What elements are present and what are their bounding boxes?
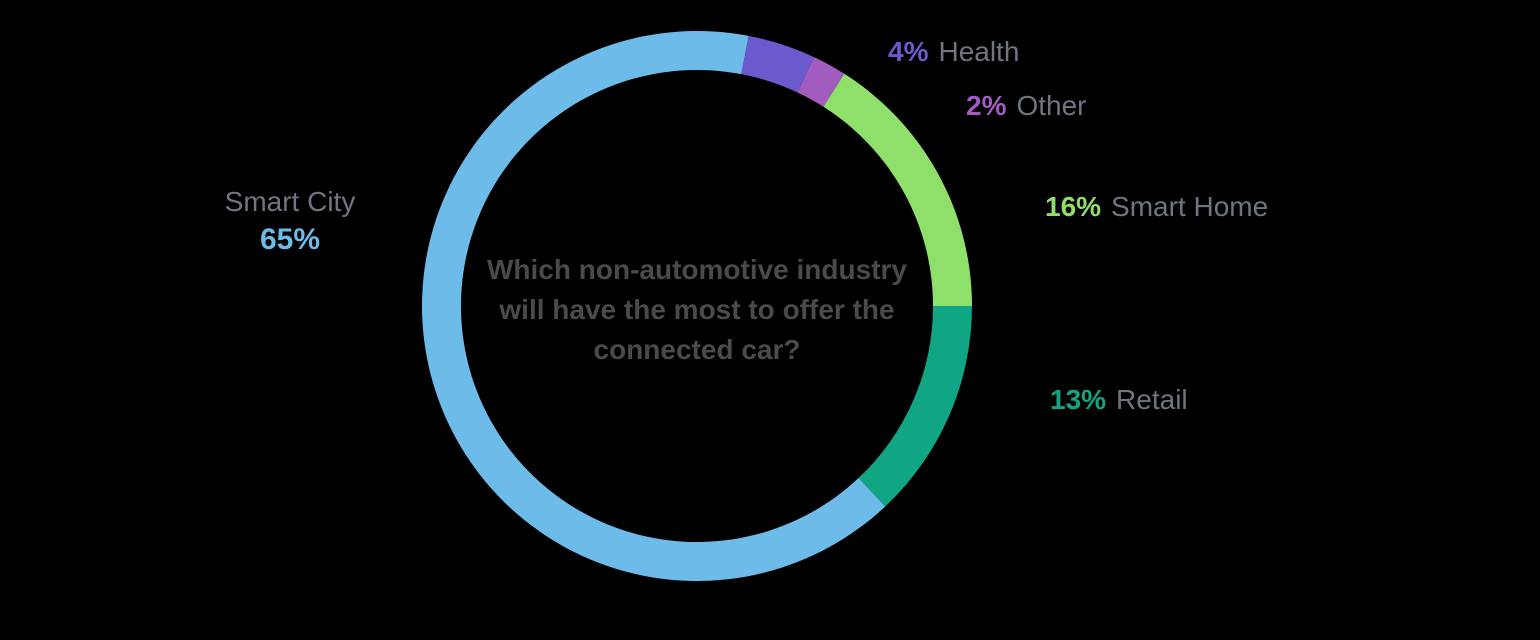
legend-label-smart-home: 16% Smart Home bbox=[1045, 191, 1268, 223]
donut-slice-retail bbox=[858, 306, 972, 507]
legend-label-retail: 13% Retail bbox=[1050, 384, 1188, 416]
legend-name: Health bbox=[938, 36, 1020, 67]
donut-slice-other bbox=[797, 57, 845, 107]
donut-ring bbox=[421, 31, 972, 581]
legend-name: Smart Home bbox=[1111, 191, 1269, 222]
donut-slice-smart-home bbox=[823, 73, 972, 307]
legend-pct: 4% bbox=[888, 36, 929, 67]
chart-title: Which non-automotive industry will have … bbox=[487, 254, 907, 365]
legend-name: Smart City bbox=[224, 186, 356, 217]
legend-name: Other bbox=[1016, 90, 1087, 121]
legend-name: Retail bbox=[1116, 384, 1188, 415]
legend-label-health: 4% Health bbox=[888, 36, 1019, 68]
legend-pct: 65% bbox=[259, 223, 321, 256]
legend-pct: 2% bbox=[966, 90, 1007, 121]
legend-pct: 16% bbox=[1045, 191, 1102, 222]
legend-label-smart-city: Smart City 65% bbox=[200, 184, 380, 260]
donut-slice-health bbox=[741, 35, 815, 93]
donut-slice-smart-city bbox=[421, 31, 886, 581]
legend-pct: 13% bbox=[1050, 384, 1107, 415]
legend-label-other: 2% Other bbox=[966, 90, 1087, 122]
